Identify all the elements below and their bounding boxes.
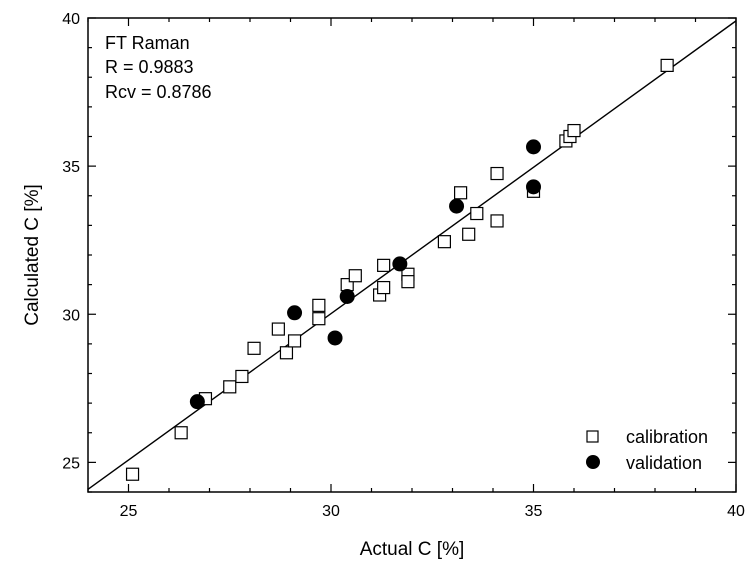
y-tick-label: 40 [62,11,80,28]
validation-point [449,198,465,214]
validation-point [327,330,343,346]
calibration-point [247,341,261,355]
legend-validation-marker [586,455,600,469]
x-tick-label: 30 [322,503,340,520]
data-points-layer [125,58,674,481]
calibration-point [312,312,326,326]
calibration-point [437,235,451,249]
calibration-point [235,369,249,384]
annotation-line-3: Rcv = 0.8786 [105,82,212,102]
calibration-point [660,58,674,73]
x-tick-label: 35 [525,503,543,520]
validation-point [392,256,408,272]
x-axis-title: Actual C [%] [360,539,465,560]
calibration-point [312,298,326,312]
validation-point [526,139,541,155]
validation-point [189,394,205,410]
validation-point [339,288,355,304]
regression-line-layer [87,20,737,490]
legend-calibration-label: calibration [626,427,708,447]
calibration-point [271,322,285,336]
legend-calibration-marker [586,430,599,443]
calibration-point [377,280,391,295]
regression-line [87,20,737,490]
y-axis-title: Calculated C [%] [22,184,43,326]
y-tick-label: 30 [62,307,80,324]
calibration-point [490,214,504,228]
axis-ticks: 25 30 35 40 25 30 35 40 [62,11,745,520]
x-tick-label: 25 [120,503,138,520]
calibration-point [279,346,294,360]
y-tick-label: 35 [62,159,80,176]
legend: calibration validation [586,427,708,473]
legend-validation-label: validation [626,453,702,473]
calibration-point [401,275,415,289]
calibration-point [470,206,484,221]
validation-point [287,305,303,321]
validation-point [526,179,541,195]
annotation-line-2: R = 0.9883 [105,57,194,77]
calibration-point [174,426,188,440]
x-tick-label: 40 [727,503,745,520]
calibration-point [348,269,362,283]
calibration-point [223,380,237,394]
calibration-point [287,334,302,348]
calibration-point [377,258,391,272]
calibration-point [454,186,468,200]
calibration-point [567,123,581,138]
calibration-point [490,166,504,181]
annotation-line-1: FT Raman [105,33,190,53]
calibration-point [462,227,476,241]
y-tick-label: 25 [62,455,80,472]
calibration-point [125,467,140,481]
